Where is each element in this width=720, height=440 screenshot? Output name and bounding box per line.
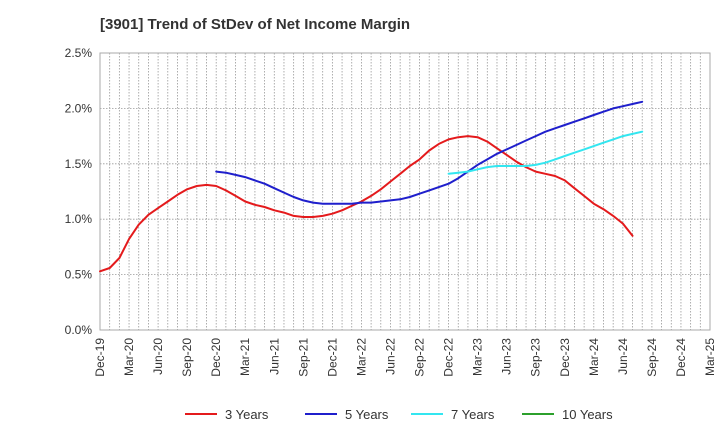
plot-area-frame [99,52,711,331]
legend-label: 7 Years [451,407,495,422]
x-tick-label: Dec-23 [558,338,572,377]
x-tick-label: Mar-25 [703,338,717,376]
x-tick-label: Mar-23 [471,338,485,376]
series-line [447,130,644,175]
x-tick-label: Mar-24 [587,338,601,376]
series-line [99,135,634,273]
legend: 3 Years 5 Years 7 Years 10 Years [185,407,613,422]
y-tick-label: 0.0% [65,323,93,337]
y-tick-label: 2.5% [65,46,93,60]
legend-label: 5 Years [345,407,389,422]
x-tick-label: Jun-23 [500,338,514,375]
x-tick-label: Jun-21 [267,338,281,375]
x-tick-label: Sep-21 [296,338,310,377]
x-tick-label: Dec-21 [325,338,339,377]
x-tick-label: Jun-24 [616,338,630,375]
x-tick-label: Sep-23 [529,338,543,377]
x-tick-label: Dec-22 [442,338,456,377]
x-tick-label: Mar-22 [354,338,368,376]
x-tick-label: Mar-21 [238,338,252,376]
y-axis-ticks: 0.0% 0.5% 1.0% 1.5% 2.0% 2.5% [65,46,93,337]
x-axis-ticks: Dec-19 Mar-20 Jun-20 Sep-20 Dec-20 Mar-21 Jun-… [93,338,717,377]
x-tick-label: Sep-24 [645,338,659,377]
x-tick-label: Mar-20 [122,338,136,376]
grid-lines [100,53,710,330]
x-tick-label: Dec-20 [209,338,223,377]
x-tick-label: Dec-24 [674,338,688,377]
x-tick-label: Dec-19 [93,338,107,377]
x-tick-label: Jun-20 [151,338,165,375]
chart-title: [3901] Trend of StDev of Net Income Marg… [100,16,411,33]
series-line [215,100,644,205]
legend-label: 10 Years [562,407,613,422]
legend-label: 3 Years [225,407,269,422]
x-tick-label: Jun-22 [383,338,397,375]
y-tick-label: 2.0% [65,101,93,115]
y-tick-label: 0.5% [65,268,93,282]
x-tick-label: Sep-22 [413,338,427,377]
y-tick-label: 1.0% [65,212,93,226]
x-tick-label: Sep-20 [180,338,194,377]
y-tick-label: 1.5% [65,157,93,171]
series-lines [99,100,644,273]
